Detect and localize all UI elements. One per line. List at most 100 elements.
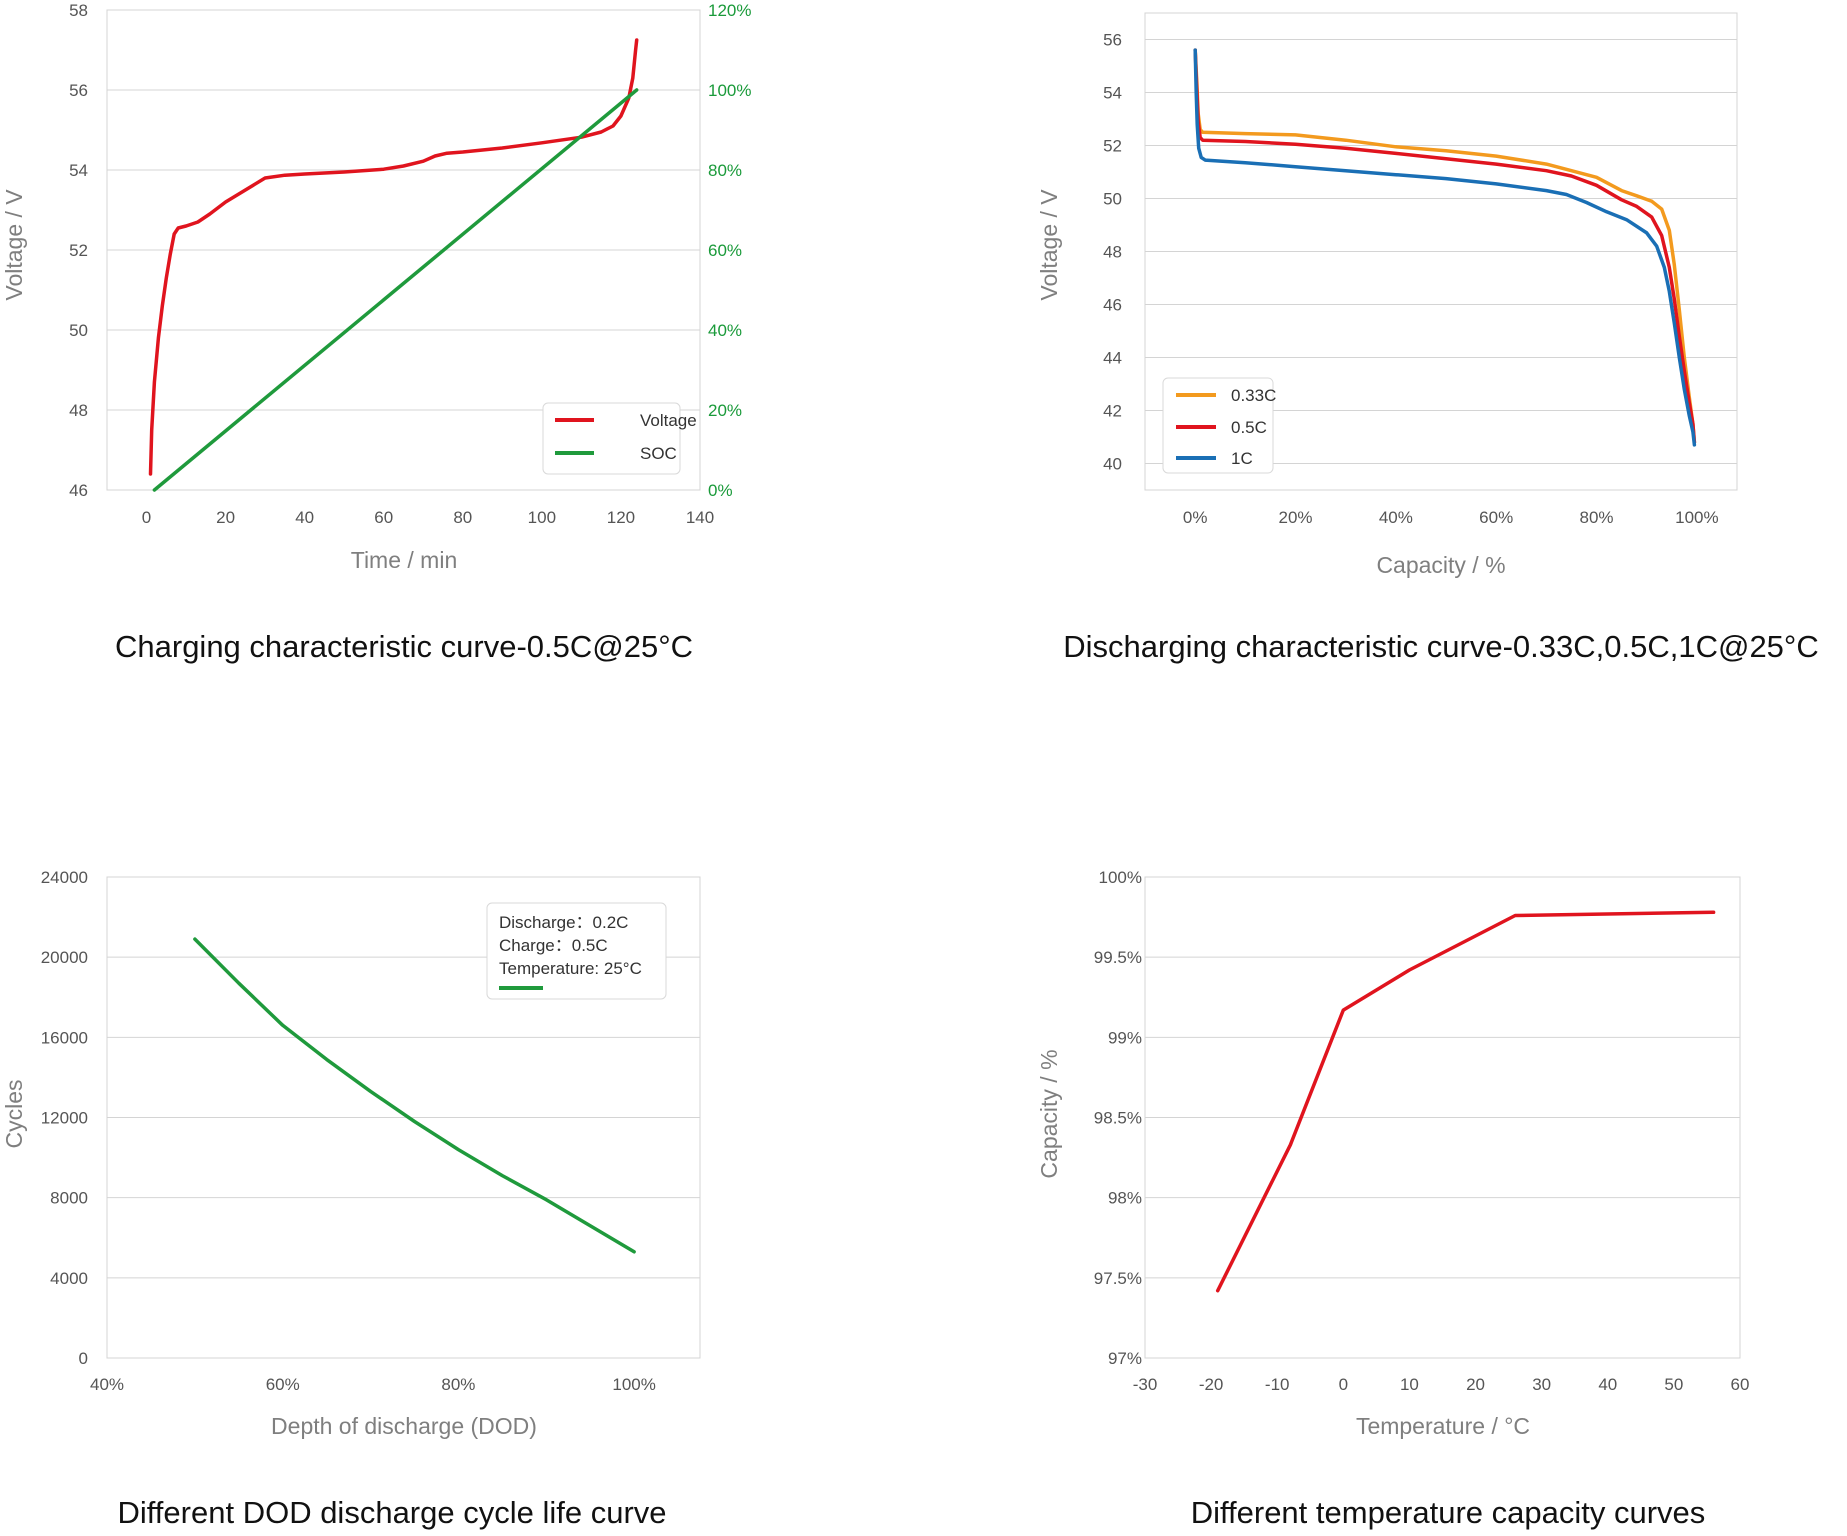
series-line-033c xyxy=(1193,48,1697,445)
y-tick-label: 56 xyxy=(1103,31,1122,50)
y-tick-label: 48 xyxy=(1103,243,1122,262)
x-tick-label: 20 xyxy=(216,508,235,527)
y-tick-label: 54 xyxy=(1103,84,1122,103)
y2-tick-label: 0% xyxy=(708,481,733,500)
chart-caption: Discharging characteristic curve-0.33C,0… xyxy=(1063,629,1818,664)
x-tick-label: -30 xyxy=(1133,1375,1158,1394)
chart-2: 40 42 44 46 48 50 52 54 56 0% 20% 40% 60% 80% 100% Capa… xyxy=(1036,12,1819,664)
y-axis-title: Capacity / % xyxy=(1036,1049,1062,1178)
x-tick-label: 10 xyxy=(1400,1375,1419,1394)
x-tick-label: 20% xyxy=(1278,508,1312,527)
legend: Voltage SOC xyxy=(542,402,697,475)
x-tick-label: 80 xyxy=(453,508,472,527)
y2-tick-label: 40% xyxy=(708,321,742,340)
y-tick-label: 20000 xyxy=(41,948,88,967)
x-tick-label: -20 xyxy=(1199,1375,1224,1394)
y-tick-label: 99% xyxy=(1108,1028,1142,1047)
legend-box xyxy=(486,902,667,1000)
y-tick-label: 46 xyxy=(69,481,88,500)
chart-3: 0 4000 8000 12000 16000 20000 24000 40% 60% 80% 10… xyxy=(1,868,701,1530)
series-line-voltage xyxy=(148,38,639,476)
y-tick-label: 24000 xyxy=(41,868,88,887)
x-tick-label: 0 xyxy=(1339,1375,1348,1394)
x-tick-label: 100% xyxy=(612,1375,655,1394)
x-tick-label: -10 xyxy=(1265,1375,1290,1394)
y-tick-label: 54 xyxy=(69,161,88,180)
y-tick-label: 56 xyxy=(69,81,88,100)
x-tick-label: 80% xyxy=(441,1375,475,1394)
legend-note: Charge：0.5C xyxy=(499,936,608,955)
y-tick-label: 99.5% xyxy=(1094,948,1142,967)
legend-label: 0.5C xyxy=(1231,418,1267,437)
x-tick-label: 60% xyxy=(266,1375,300,1394)
legend-box xyxy=(1162,377,1274,474)
x-tick-label: 120 xyxy=(607,508,635,527)
x-tick-label: 20 xyxy=(1466,1375,1485,1394)
series-line-05c xyxy=(1193,48,1697,445)
legend-label: SOC xyxy=(640,444,677,463)
legend-note: Temperature: 25°C xyxy=(499,959,642,978)
plot-frame xyxy=(1144,12,1738,491)
series-line-soc xyxy=(152,88,639,492)
legend-label: 0.33C xyxy=(1231,386,1276,405)
x-axis-title: Temperature / °C xyxy=(1356,1413,1530,1439)
series-line xyxy=(1215,910,1716,1293)
legend: 0.33C 0.5C 1C xyxy=(1162,377,1276,474)
x-tick-label: 40 xyxy=(1598,1375,1617,1394)
y-tick-label: 97.5% xyxy=(1094,1269,1142,1288)
y-tick-label: 48 xyxy=(69,401,88,420)
x-tick-label: 100% xyxy=(1675,508,1718,527)
y-tick-label: 58 xyxy=(69,1,88,20)
y-tick-label: 97% xyxy=(1108,1349,1142,1368)
y-tick-label: 50 xyxy=(1103,190,1122,209)
x-tick-label: 100 xyxy=(528,508,556,527)
legend: Discharge：0.2C Charge：0.5C Temperature: 25… xyxy=(486,902,667,1000)
legend-note: Discharge：0.2C xyxy=(499,913,628,932)
y-tick-label: 16000 xyxy=(41,1028,88,1047)
chart-caption: Different temperature capacity curves xyxy=(1191,1495,1706,1530)
chart-caption: Different DOD discharge cycle life curve xyxy=(117,1495,666,1530)
y-tick-label: 12000 xyxy=(41,1109,88,1128)
x-tick-label: 140 xyxy=(686,508,714,527)
y2-tick-label: 80% xyxy=(708,161,742,180)
y2-tick-label: 100% xyxy=(708,81,751,100)
y2-tick-label: 20% xyxy=(708,401,742,420)
x-tick-label: 50 xyxy=(1664,1375,1683,1394)
y-axis-title: Voltage / V xyxy=(1036,189,1062,301)
y-tick-label: 40 xyxy=(1103,455,1122,474)
chart-4: 97% 97.5% 98% 98.5% 99% 99.5% 100% -30 -20 -10 0 10… xyxy=(1036,868,1749,1530)
x-axis-title: Time / min xyxy=(351,547,458,573)
y-tick-label: 44 xyxy=(1103,349,1122,368)
series-line-1c xyxy=(1193,48,1697,447)
x-tick-label: 60% xyxy=(1479,508,1513,527)
chart-1: 46 48 50 52 54 56 58 0% 20% 40% 60% 80% 100% 120% 0 20 4… xyxy=(1,1,751,664)
y-tick-label: 50 xyxy=(69,321,88,340)
y-tick-label: 4000 xyxy=(50,1269,88,1288)
y-tick-label: 98% xyxy=(1108,1189,1142,1208)
y-tick-label: 100% xyxy=(1099,868,1142,887)
x-tick-label: 0% xyxy=(1183,508,1208,527)
legend-label: 1C xyxy=(1231,449,1253,468)
y2-tick-label: 120% xyxy=(708,1,751,20)
x-axis-title: Capacity / % xyxy=(1376,552,1505,578)
y-tick-label: 46 xyxy=(1103,296,1122,315)
x-tick-label: 40% xyxy=(1379,508,1413,527)
x-tick-label: 0 xyxy=(142,508,151,527)
y-tick-label: 52 xyxy=(69,241,88,260)
x-tick-label: 60 xyxy=(374,508,393,527)
y-axis-title: Voltage / V xyxy=(1,189,27,301)
y-axis-title: Cycles xyxy=(1,1079,27,1148)
series-line xyxy=(193,937,636,1254)
y-tick-label: 98.5% xyxy=(1094,1109,1142,1128)
plot-frame xyxy=(106,876,701,1359)
x-tick-label: 30 xyxy=(1532,1375,1551,1394)
x-tick-label: 40% xyxy=(90,1375,124,1394)
y2-tick-label: 60% xyxy=(708,241,742,260)
plot-frame xyxy=(106,9,701,491)
y-tick-label: 8000 xyxy=(50,1189,88,1208)
x-tick-label: 40 xyxy=(295,508,314,527)
x-tick-label: 60 xyxy=(1731,1375,1750,1394)
chart-caption: Charging characteristic curve-0.5C@25°C xyxy=(115,629,693,664)
y-tick-label: 42 xyxy=(1103,402,1122,421)
